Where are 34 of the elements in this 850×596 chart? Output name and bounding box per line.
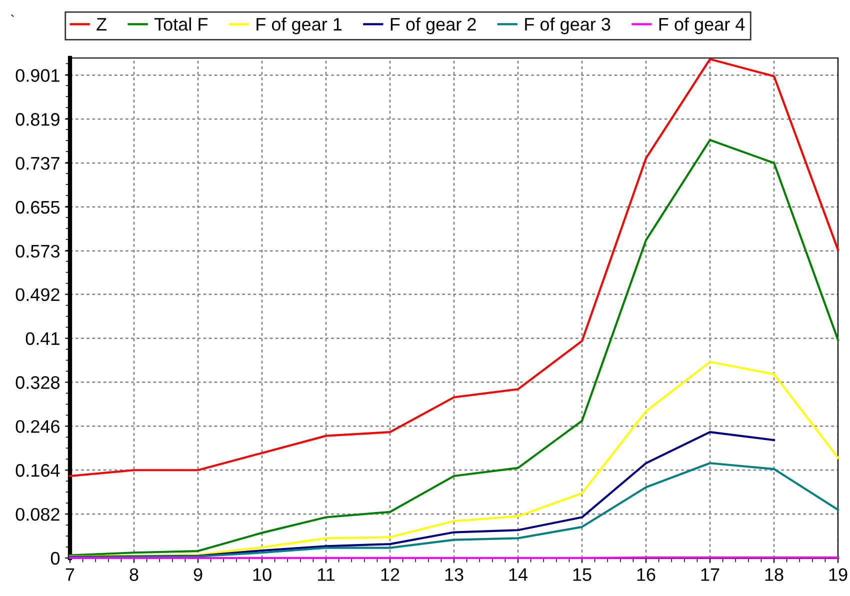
- y-tick-label: 0.737: [16, 156, 60, 170]
- line-series: [68, 431, 776, 558]
- x-tick-label: 16: [637, 568, 656, 581]
- y-tick-label: 0.164: [16, 464, 60, 477]
- x-tick-label: 19: [829, 568, 848, 581]
- y-tick-label: 0.901: [16, 69, 60, 82]
- x-tick-label: 9: [194, 568, 202, 581]
- y-tick-label: 0.819: [16, 113, 60, 126]
- y-tick-label: 0.328: [16, 376, 60, 389]
- x-tick-label: 15: [573, 568, 592, 581]
- y-tick-label: 0.655: [16, 200, 60, 214]
- x-tick-label: 17: [701, 568, 720, 581]
- legend-label: F of gear 4: [659, 17, 745, 34]
- legend-label: Z: [96, 18, 107, 31]
- x-tick-label: 7: [66, 568, 74, 581]
- x-tick-label: 8: [130, 568, 138, 581]
- x-tick-label: 18: [765, 568, 784, 581]
- y-tick-label: 0: [50, 552, 60, 565]
- line-series: [68, 138, 840, 556]
- legend-label: F of gear 2: [390, 17, 476, 34]
- legend-label: F of gear 1: [256, 17, 342, 34]
- legend-label: Total F: [154, 17, 208, 31]
- y-tick-label: 0.082: [16, 508, 60, 521]
- legend-label: F of gear 3: [525, 17, 610, 34]
- y-tick-label: 0.246: [16, 420, 60, 433]
- text: `: [10, 14, 14, 17]
- x-tick-label: 13: [445, 568, 464, 581]
- y-tick-label: 0.573: [16, 244, 60, 258]
- y-tick-label: 0.492: [16, 288, 60, 302]
- x-tick-label: 11: [318, 568, 334, 581]
- x-tick-label: 12: [381, 568, 400, 581]
- x-tick-label: 14: [509, 568, 528, 581]
- y-tick-label: 0.41: [26, 332, 60, 345]
- x-tick-label: 10: [253, 568, 272, 581]
